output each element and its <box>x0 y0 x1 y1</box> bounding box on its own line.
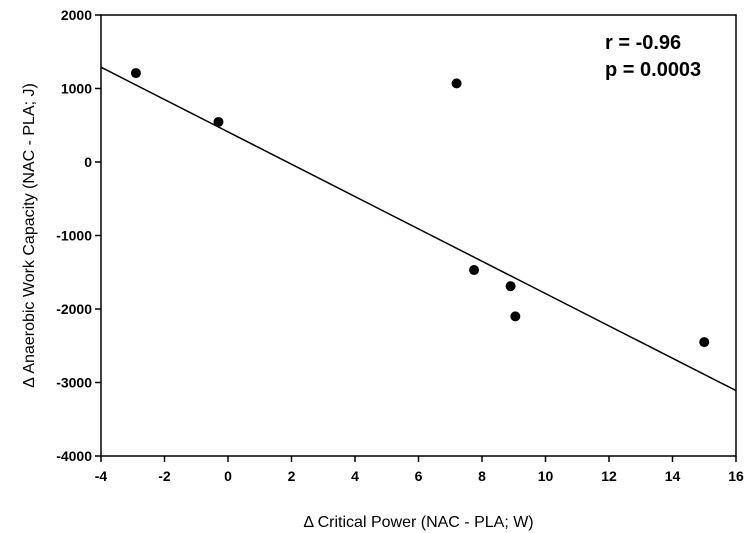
x-tick-label: 16 <box>728 468 744 484</box>
data-point <box>505 281 516 292</box>
y-tick-label: 0 <box>84 154 92 170</box>
y-tick-label: -2000 <box>56 301 92 317</box>
plot-frame <box>100 14 737 457</box>
data-point <box>699 337 710 348</box>
x-tick-label: 8 <box>478 468 486 484</box>
y-tick-label: 1000 <box>61 81 92 97</box>
data-point <box>130 68 141 79</box>
x-tick-label: 6 <box>415 468 423 484</box>
plot-area <box>100 14 737 457</box>
x-tick-label: -2 <box>158 468 171 484</box>
x-tick-label: 12 <box>601 468 617 484</box>
y-tick-label: -4000 <box>56 448 92 464</box>
correlation-p-label: p = 0.0003 <box>605 59 701 81</box>
data-point <box>510 311 521 322</box>
y-axis-title: Δ Anaerobic Work Capacity (NAC - PLA; J) <box>21 83 38 388</box>
x-tick-label: -4 <box>95 468 108 484</box>
x-tick-label: 14 <box>665 468 681 484</box>
x-tick-label: 10 <box>538 468 554 484</box>
data-point <box>213 116 224 127</box>
axis-ticks: -4 -2 0 2 4 6 8 10 12 14 16 -4000 -3000 -2000 -1000 0 10… <box>56 7 744 484</box>
x-tick-label: 4 <box>351 468 359 484</box>
x-axis-title: Δ Critical Power (NAC - PLA; W) <box>303 514 533 531</box>
x-tick-label: 2 <box>288 468 296 484</box>
data-marks <box>100 66 737 392</box>
data-point <box>469 265 480 276</box>
data-point <box>451 78 462 89</box>
y-tick-label: -1000 <box>56 228 92 244</box>
y-tick-label: -3000 <box>56 375 92 391</box>
y-tick-label: 2000 <box>61 7 92 23</box>
regression-line <box>100 66 737 392</box>
correlation-r-label: r = -0.96 <box>605 32 681 54</box>
x-tick-label: 0 <box>224 468 232 484</box>
